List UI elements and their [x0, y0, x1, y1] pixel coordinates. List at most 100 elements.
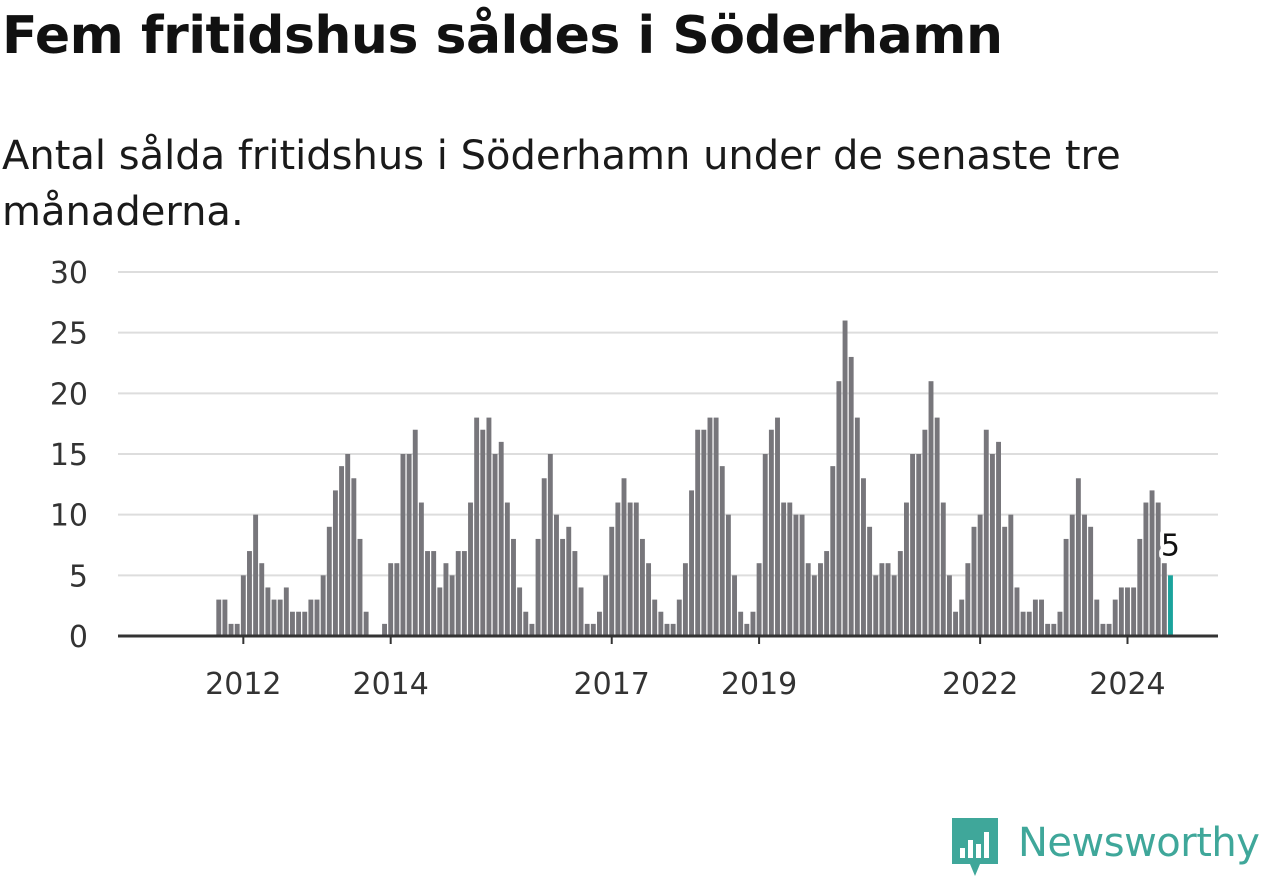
bar	[977, 514, 983, 636]
bar	[1155, 502, 1161, 636]
x-tick-label: 2012	[205, 667, 281, 702]
bar	[332, 490, 338, 636]
bar	[283, 587, 289, 636]
bar	[818, 563, 823, 636]
bar	[247, 551, 252, 636]
bar	[664, 623, 670, 636]
y-tick-label: 30	[50, 256, 88, 291]
bar	[320, 575, 326, 636]
bar	[854, 417, 860, 636]
bar	[652, 599, 658, 636]
chart-title: Fem fritidshus såldes i Söderhamn	[2, 6, 1003, 66]
bar	[1020, 611, 1026, 636]
bar	[1137, 538, 1143, 636]
bar	[228, 623, 234, 636]
bar	[314, 599, 320, 636]
bar	[1032, 599, 1038, 636]
bar	[394, 563, 400, 636]
bar	[308, 599, 314, 636]
logo-text: Newsworthy	[1018, 820, 1260, 866]
bar	[861, 478, 866, 636]
bar	[811, 575, 817, 636]
bar	[738, 611, 744, 636]
bar	[689, 490, 694, 636]
bar	[437, 587, 443, 636]
y-tick-label: 10	[50, 499, 88, 534]
bar	[989, 454, 995, 636]
newsworthy-logo[interactable]: Newsworthy	[950, 818, 1260, 880]
bar	[707, 417, 713, 636]
bar	[1039, 599, 1044, 636]
bar	[1161, 563, 1167, 636]
last-value-halo: 5	[1161, 528, 1180, 563]
y-tick-label: 15	[50, 438, 88, 473]
bar	[529, 623, 535, 636]
bar	[259, 563, 265, 636]
bar	[492, 454, 498, 636]
bar	[412, 429, 418, 636]
bar-latest	[1168, 575, 1173, 636]
bar	[701, 429, 707, 636]
bar	[1125, 587, 1130, 636]
bar	[326, 526, 332, 636]
x-tick-label: 2017	[574, 667, 650, 702]
bar	[455, 551, 461, 636]
bar	[885, 563, 891, 636]
bar	[965, 563, 971, 636]
bar	[781, 502, 787, 636]
bar	[290, 611, 295, 636]
bar	[953, 611, 959, 636]
y-tick-label: 20	[50, 377, 88, 412]
bar	[891, 575, 897, 636]
bar	[658, 611, 664, 636]
bar	[554, 514, 559, 636]
bar	[1063, 538, 1069, 636]
bar	[836, 381, 842, 636]
bar	[793, 514, 799, 636]
bar	[787, 502, 793, 636]
bar	[713, 417, 719, 636]
bar	[468, 502, 473, 636]
bar	[848, 356, 854, 636]
bar	[351, 478, 357, 636]
y-tick-label: 25	[50, 317, 88, 352]
bar	[744, 623, 750, 636]
bar	[541, 478, 547, 636]
bar	[916, 454, 922, 636]
x-tick-label: 2022	[942, 667, 1018, 702]
y-tick-label: 0	[69, 620, 88, 655]
bar	[971, 526, 977, 636]
bar	[646, 563, 652, 636]
axes	[118, 634, 1218, 644]
bar	[486, 417, 492, 636]
bar	[621, 478, 627, 636]
bar	[695, 429, 701, 636]
bar	[756, 563, 762, 636]
bar	[382, 623, 387, 636]
bar	[983, 429, 989, 636]
bar	[873, 575, 879, 636]
bar	[946, 575, 952, 636]
bar	[597, 611, 602, 636]
bar	[1112, 599, 1118, 636]
bar	[443, 563, 449, 636]
bar	[842, 320, 848, 636]
bar	[1069, 514, 1075, 636]
bar	[1008, 514, 1014, 636]
x-tick-label: 2024	[1089, 667, 1165, 702]
bar	[1075, 478, 1081, 636]
bar	[572, 551, 578, 636]
bar	[676, 599, 682, 636]
last-value-label: 5	[1161, 528, 1180, 563]
bar	[959, 599, 965, 636]
bar	[400, 454, 406, 636]
bar	[590, 623, 596, 636]
bar	[928, 381, 934, 636]
bar	[762, 454, 768, 636]
bar	[578, 587, 584, 636]
bar	[523, 611, 529, 636]
bar	[1100, 623, 1106, 636]
bar	[1014, 587, 1020, 636]
bar	[480, 429, 486, 636]
